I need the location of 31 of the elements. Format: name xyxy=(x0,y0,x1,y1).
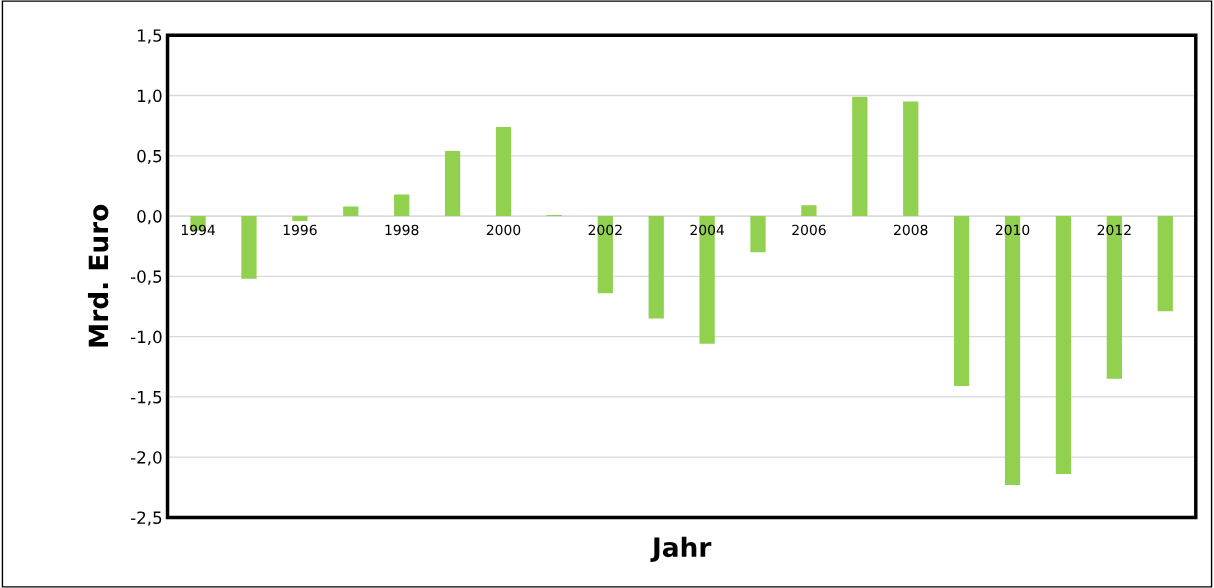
x-tick-label: 1994 xyxy=(181,224,215,236)
bar xyxy=(241,216,257,279)
bar xyxy=(1157,216,1173,312)
bar xyxy=(750,216,766,253)
x-tick-label: 1998 xyxy=(385,224,419,236)
bar xyxy=(1055,216,1072,475)
bar xyxy=(903,101,919,217)
y-tick-label: 1,5 xyxy=(138,29,162,44)
x-axis-title: Jahr xyxy=(650,536,712,563)
y-tick-label: -1,0 xyxy=(130,330,162,345)
bar xyxy=(801,205,817,217)
y-tick-label: 0,0 xyxy=(137,210,162,225)
x-tick-label: 2000 xyxy=(486,224,521,236)
y-tick-label: -0,5 xyxy=(130,270,162,285)
bar xyxy=(954,216,970,387)
bar xyxy=(495,126,512,217)
x-tick-label: 1996 xyxy=(283,224,317,236)
y-tick-label: 0,5 xyxy=(137,149,162,165)
bar xyxy=(292,216,308,221)
x-tick-label: 2006 xyxy=(792,224,826,236)
bar xyxy=(852,96,868,217)
bar xyxy=(343,206,359,217)
x-tick-label: 2008 xyxy=(894,224,928,236)
y-tick-label: -2,5 xyxy=(130,511,162,526)
y-tick-label: -2,0 xyxy=(130,451,162,466)
y-tick-label: 1,0 xyxy=(138,89,162,104)
y-axis-title: Mrd. Euro xyxy=(87,204,109,347)
bar xyxy=(648,216,664,319)
bar xyxy=(444,151,461,217)
bar xyxy=(394,194,410,217)
y-tick-label: -1,5 xyxy=(130,391,162,406)
